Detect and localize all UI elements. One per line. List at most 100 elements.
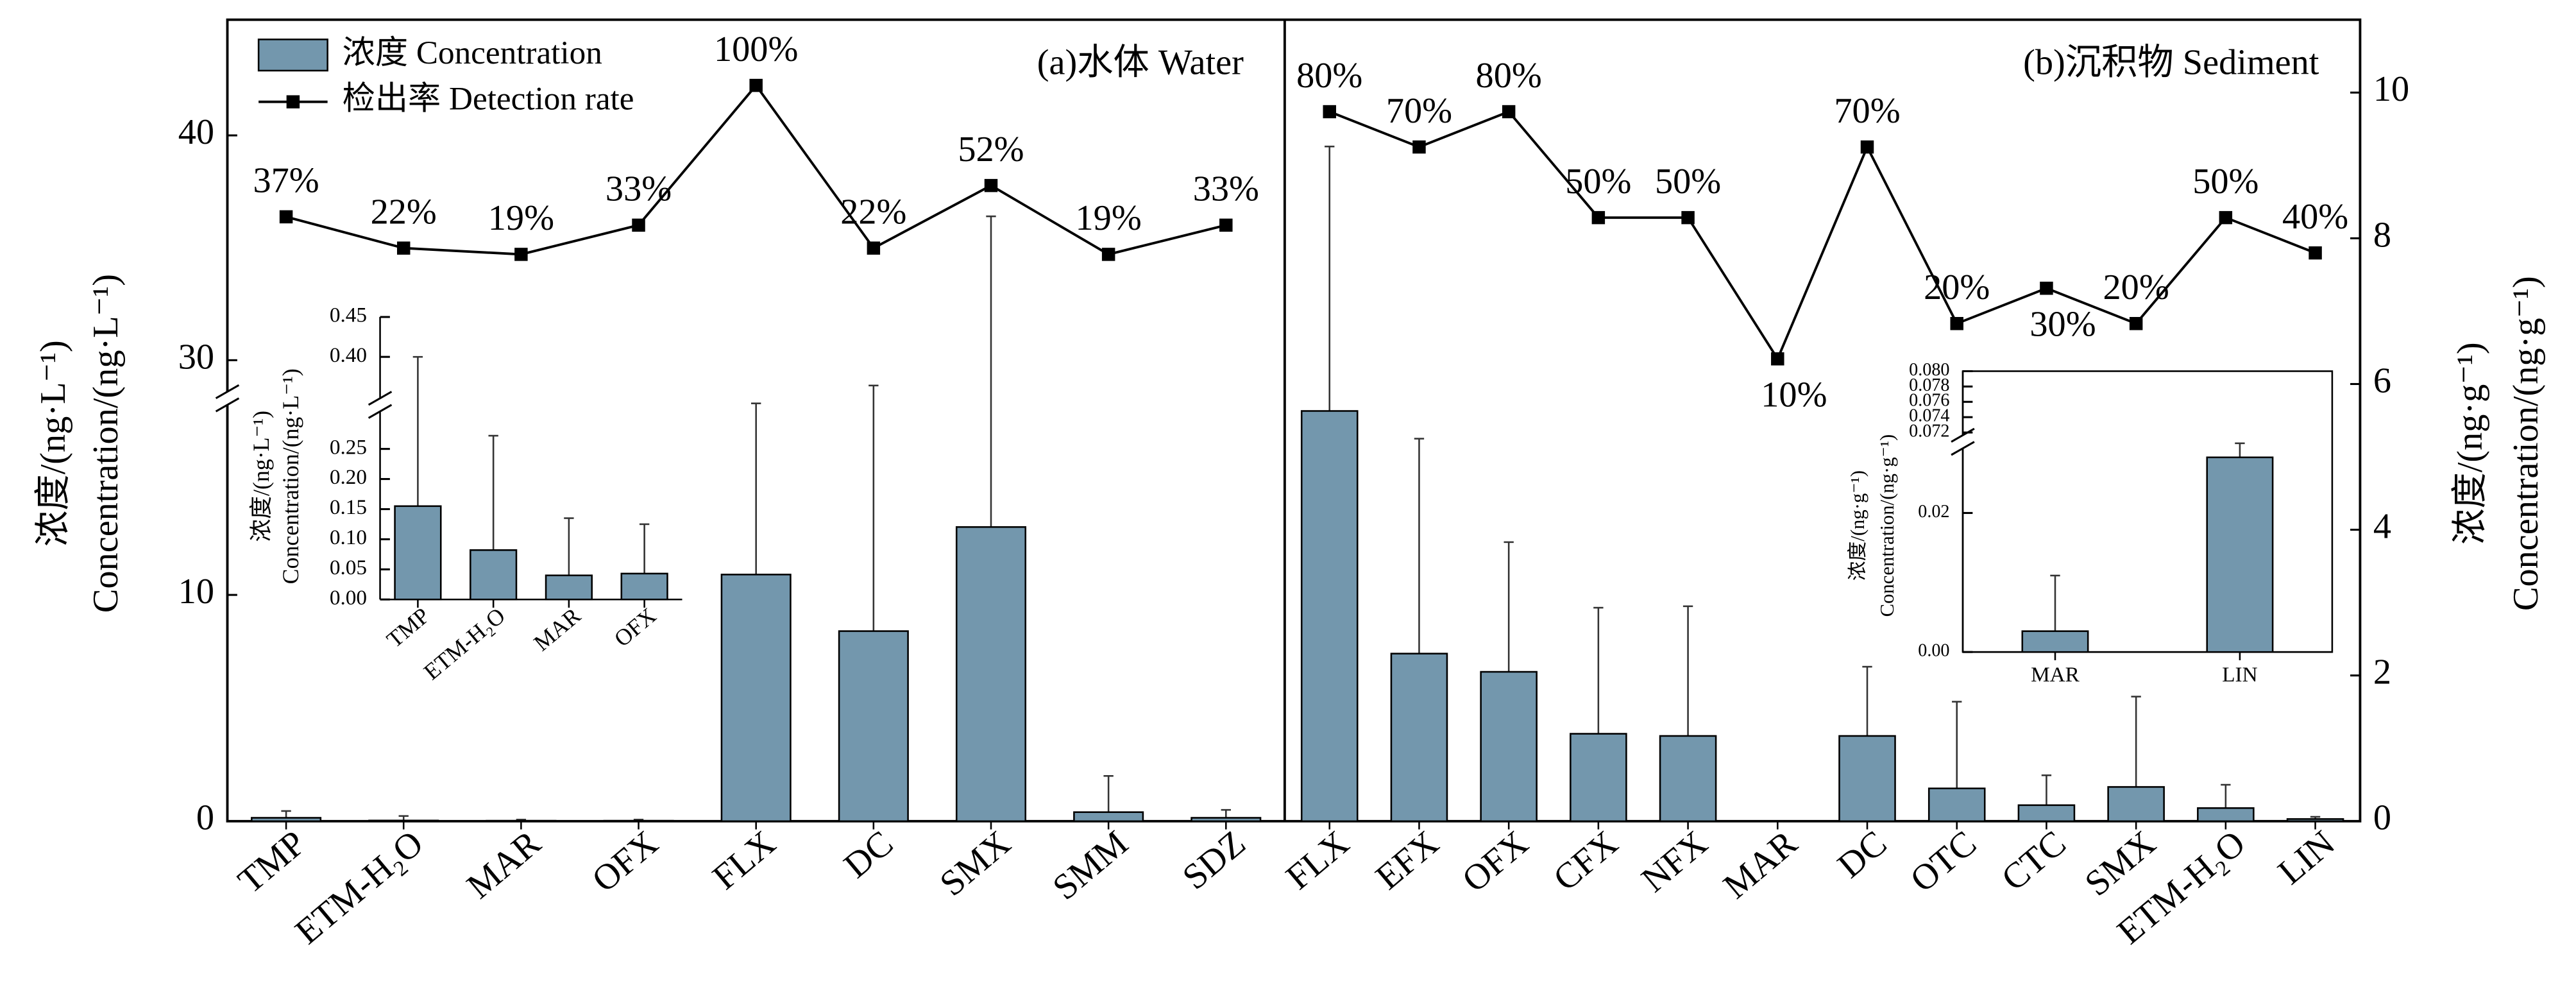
y-tick-label: 0.072 <box>1909 421 1949 441</box>
x-tick-label: LIN <box>2222 663 2257 687</box>
y-tick-label: 0.074 <box>1909 406 1949 426</box>
data-label: 19% <box>1076 198 1142 238</box>
y-tick-label: 0 <box>2373 798 2391 838</box>
detection-marker <box>1219 218 1233 232</box>
y-tick-label: 0.15 <box>330 495 367 519</box>
bar <box>1928 787 1986 823</box>
y-tick-label: 0.25 <box>330 435 367 459</box>
axis-break-mark <box>368 404 393 419</box>
bar <box>1570 733 1627 823</box>
data-label: 20% <box>1924 268 1990 307</box>
detection-marker <box>279 210 293 224</box>
x-tick-label: MAR <box>1716 823 1804 907</box>
detection-marker <box>2040 281 2053 295</box>
y-tick-label: 0.05 <box>330 556 367 579</box>
panel-title: (a)水体 Water <box>1037 42 1244 82</box>
axis-break-gap <box>370 398 390 412</box>
axis-break-mark <box>1951 427 1975 443</box>
y-tick-label: 2 <box>2373 653 2391 692</box>
data-label: 33% <box>1193 169 1259 209</box>
detection-marker <box>1860 140 1874 154</box>
x-tick-label: SDZ <box>1175 823 1253 898</box>
y-tick-label: 8 <box>2373 215 2391 255</box>
data-label: 40% <box>2282 197 2348 237</box>
y-tick-label: 0.078 <box>1909 375 1949 395</box>
x-tick-label: TMP <box>231 823 314 902</box>
plot-frame <box>226 18 2362 823</box>
detection-marker <box>396 241 411 255</box>
data-label: 70% <box>1386 91 1452 131</box>
detection-marker <box>1771 352 1784 366</box>
bar <box>620 572 668 601</box>
y-tick-label: 0.076 <box>1909 391 1949 411</box>
y-axis-label: 浓度/(ng·g⁻¹) <box>1847 470 1868 581</box>
axis-break-gap <box>1953 435 1973 449</box>
detection-marker <box>1950 317 1963 330</box>
legend-label: 浓度 Concentration <box>343 35 602 71</box>
y-tick-label: 6 <box>2373 361 2391 400</box>
y-tick-label: 0.45 <box>330 304 367 327</box>
y-tick-label: 40 <box>178 112 214 152</box>
legend-marker <box>286 95 300 108</box>
x-tick-label: DC <box>836 823 901 886</box>
bar <box>2017 804 2076 823</box>
data-label: 19% <box>488 198 554 238</box>
axis-break-mark <box>368 391 393 406</box>
x-tick-label: LIN <box>2271 823 2343 893</box>
detection-marker <box>1502 105 1516 119</box>
x-tick-label: SMX <box>933 823 1018 904</box>
detection-marker <box>867 241 881 255</box>
x-tick-label: ETM-H₂O <box>288 823 431 952</box>
x-tick-label: TMP <box>382 603 434 653</box>
axis-break-mark <box>215 397 240 413</box>
y-tick-label: 0.080 <box>1909 360 1949 380</box>
detection-marker <box>2129 317 2143 330</box>
bar <box>470 549 518 601</box>
y-tick-label: 0 <box>196 798 214 838</box>
y-tick-label: 0.00 <box>330 586 367 610</box>
x-tick-label: SMM <box>1046 823 1136 908</box>
bar <box>2197 807 2255 823</box>
y-axis-label: 浓度/(ng·g⁻¹) <box>2450 342 2490 545</box>
bar <box>545 574 593 601</box>
data-label: 20% <box>2103 268 2169 307</box>
data-label: 50% <box>1655 162 1721 201</box>
y-axis-label: Concentration/(ng·L⁻¹) <box>278 368 303 584</box>
y-axis-label: Concentration/(ng·g⁻¹) <box>2506 276 2546 611</box>
x-tick-label: OTC <box>1903 823 1984 900</box>
x-tick-label: FLX <box>706 823 783 898</box>
data-label: 10% <box>1761 375 1827 415</box>
bar <box>1838 735 1896 823</box>
bar <box>1390 653 1448 823</box>
bar <box>1659 735 1717 823</box>
bar <box>1191 817 1262 823</box>
detection-marker <box>514 248 528 261</box>
y-axis-label: 浓度/(ng·L⁻¹) <box>33 340 73 547</box>
bar <box>1300 410 1359 823</box>
x-tick-label: NFX <box>1634 823 1715 900</box>
y-tick-label: 0.02 <box>1918 502 1949 522</box>
x-tick-label: ETM-H₂O <box>419 603 510 685</box>
legend-swatch <box>257 38 328 72</box>
y-tick-label: 10 <box>178 572 214 611</box>
bar <box>1073 811 1144 823</box>
y-tick-label: 0.20 <box>330 465 367 489</box>
inset-frame <box>1962 370 2334 653</box>
y-tick-label: 0.10 <box>330 526 367 549</box>
detection-marker <box>1591 210 1606 225</box>
bar <box>838 630 909 823</box>
detection-marker <box>1681 210 1695 225</box>
y-axis-label: Concentration/(ng·g⁻¹) <box>1876 434 1898 617</box>
x-tick-label: CFX <box>1546 823 1625 899</box>
detection-marker <box>2309 246 2322 260</box>
y-tick-label: 0.00 <box>1918 641 1949 661</box>
bar <box>720 574 792 823</box>
x-tick-label: OFX <box>585 823 666 900</box>
data-label: 22% <box>840 192 906 232</box>
data-label: 70% <box>1834 91 1900 131</box>
bar <box>2107 786 2165 823</box>
y-tick-label: 10 <box>2373 69 2409 109</box>
data-label: 80% <box>1296 56 1362 96</box>
x-tick-label: CTC <box>1994 823 2074 899</box>
x-tick-label: OFX <box>609 603 661 652</box>
